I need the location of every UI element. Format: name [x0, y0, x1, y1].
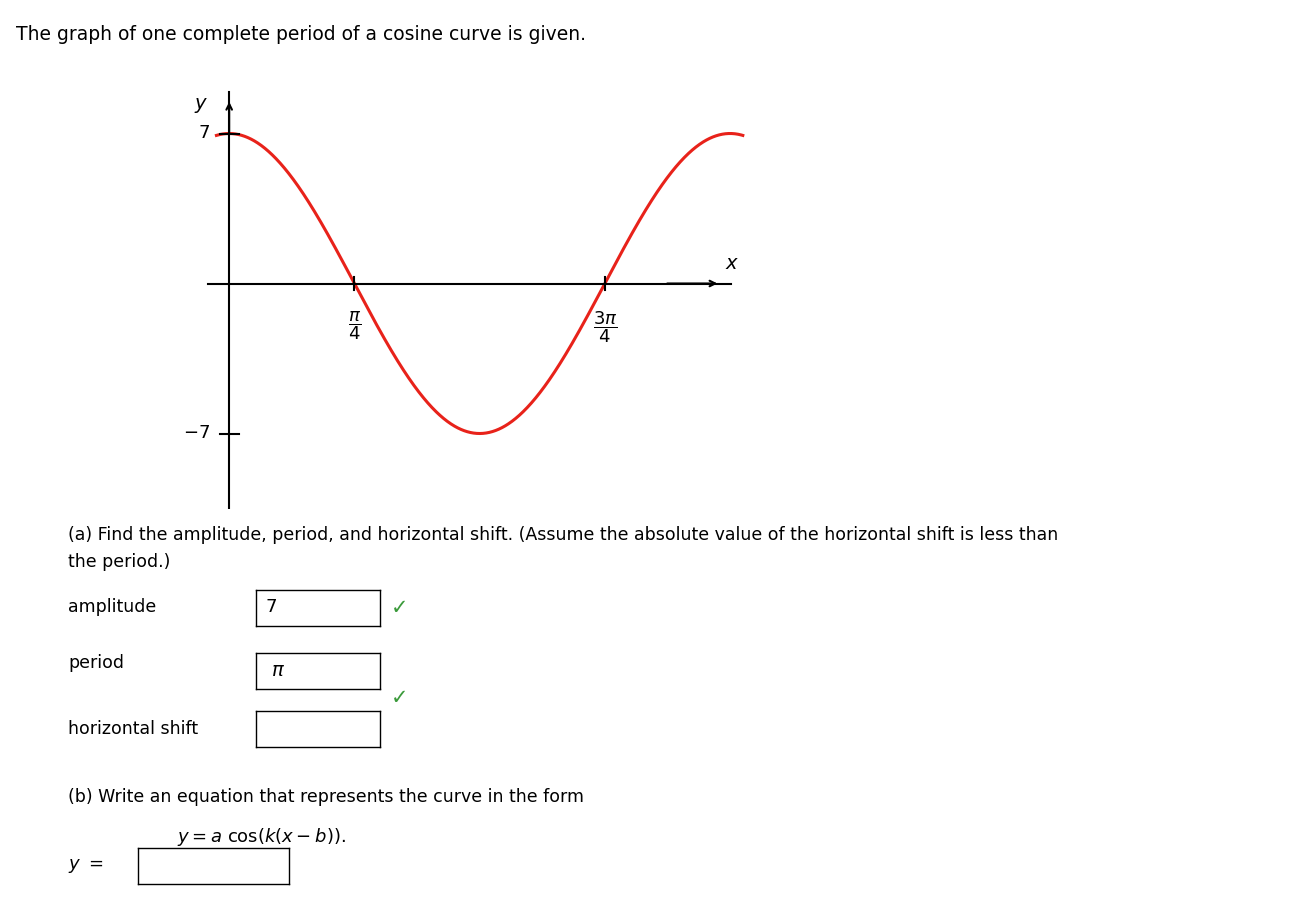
Text: (b) Write an equation that represents the curve in the form: (b) Write an equation that represents th… [68, 788, 584, 806]
Text: $\dfrac{\pi}{4}$: $\dfrac{\pi}{4}$ [348, 310, 361, 342]
Text: $y = a\ \mathregular{cos}(k(x - b)).$: $y = a\ \mathregular{cos}(k(x - b)).$ [177, 826, 346, 848]
Text: $\pi$: $\pi$ [270, 661, 285, 680]
Text: period: period [68, 654, 125, 672]
Text: horizontal shift: horizontal shift [68, 720, 198, 738]
Text: (a) Find the amplitude, period, and horizontal shift. (Assume the absolute value: (a) Find the amplitude, period, and hori… [68, 526, 1059, 571]
Text: $y\ =$: $y\ =$ [68, 857, 104, 875]
Text: The graph of one complete period of a cosine curve is given.: The graph of one complete period of a co… [16, 25, 585, 44]
Text: ✓: ✓ [391, 598, 408, 617]
Text: amplitude: amplitude [68, 598, 156, 616]
Text: y: y [194, 94, 206, 113]
Text: 7: 7 [198, 124, 210, 142]
Text: $-7$: $-7$ [182, 425, 210, 443]
Text: x: x [726, 254, 737, 273]
Text: ✓: ✓ [391, 688, 408, 707]
Text: 7: 7 [266, 598, 277, 616]
Text: $\dfrac{3\pi}{4}$: $\dfrac{3\pi}{4}$ [593, 310, 617, 345]
